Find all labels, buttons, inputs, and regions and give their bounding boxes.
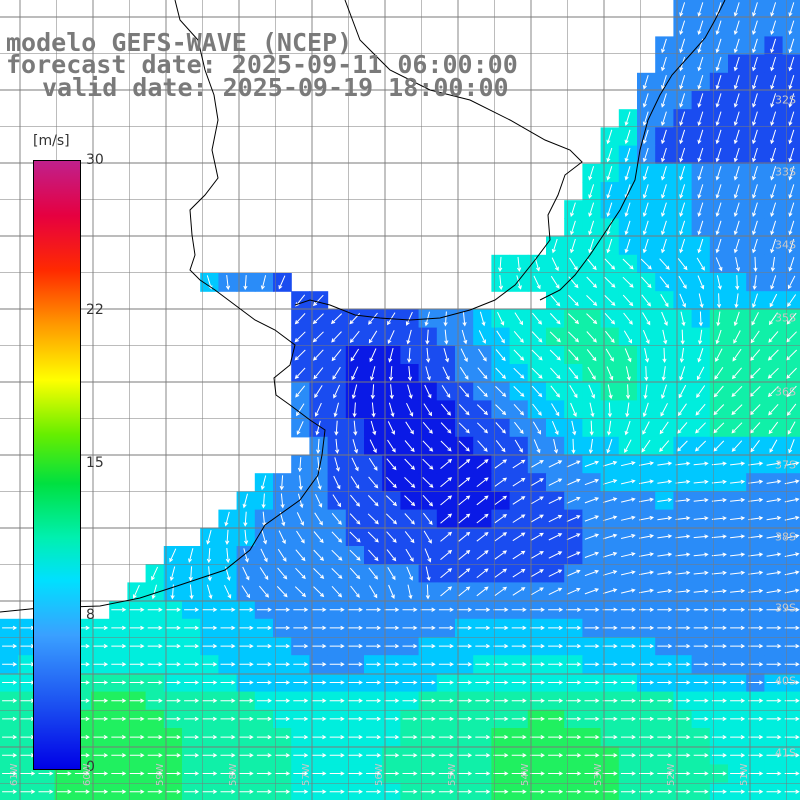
colorbar-tick-15: 15 (86, 455, 104, 471)
colorbar-tick-22: 22 (86, 302, 104, 318)
lon-label: 52W (666, 763, 677, 786)
lon-label: 57W (301, 763, 312, 786)
coastline (0, 0, 726, 613)
valid-date: valid date: 2025-09-19 18:00:00 (42, 73, 509, 102)
lon-label: 54W (520, 763, 531, 786)
lon-label: 51W (739, 763, 750, 786)
lon-label: 59W (155, 763, 166, 786)
colorbar-tick-8: 8 (86, 607, 95, 623)
lon-label: 56W (374, 763, 385, 786)
lon-label: 61W (9, 763, 20, 786)
colorbar-tick-0: 0 (86, 759, 95, 775)
lat-label: 39S (775, 601, 796, 615)
colorbar-tick-30: 30 (86, 152, 104, 168)
lat-label: 40S (775, 674, 796, 688)
lat-label: 35S (775, 311, 796, 325)
lat-label: 32S (775, 93, 796, 107)
lat-label: 37S (775, 458, 796, 472)
lon-label: 53W (593, 763, 604, 786)
lat-label: 36S (775, 385, 796, 399)
colorbar-unit: [m/s] (33, 133, 70, 149)
lat-label: 38S (775, 530, 796, 544)
lat-label: 41S (775, 746, 796, 760)
lon-label: 58W (228, 763, 239, 786)
forecast-date: forecast date: 2025-09-11 06:00:00 (6, 50, 518, 79)
colorbar (33, 160, 81, 770)
lon-label: 60W (82, 763, 93, 786)
lat-label: 33S (775, 165, 796, 179)
model-title: modelo GEFS-WAVE (NCEP) (6, 28, 353, 57)
lat-label: 34S (775, 238, 796, 252)
lon-label: 55W (447, 763, 458, 786)
